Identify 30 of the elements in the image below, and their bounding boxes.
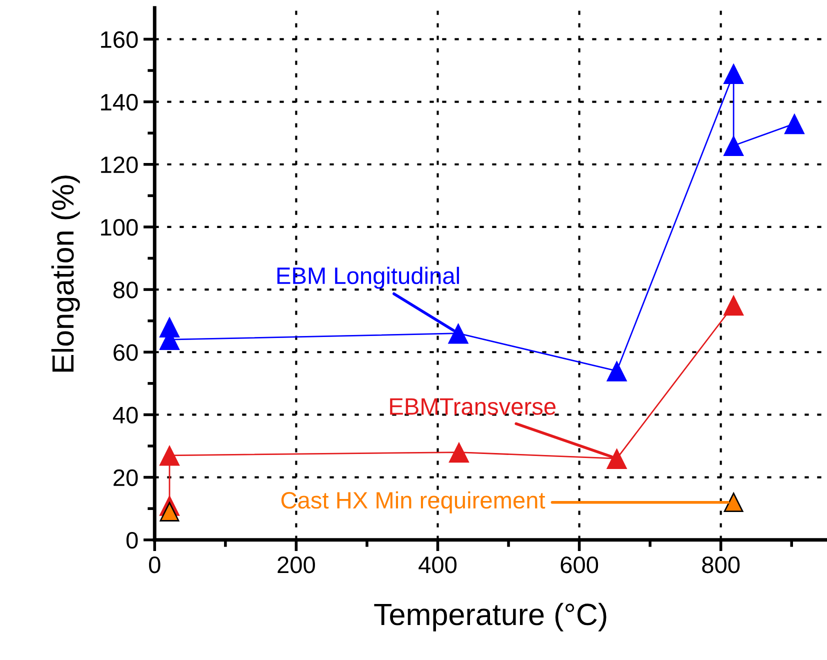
- x-tick-label: 800: [702, 556, 740, 574]
- x-tick-label: 0: [149, 556, 160, 574]
- y-tick-label: 40: [112, 406, 138, 424]
- text: Cast HX Min requirement: [281, 491, 546, 514]
- point: [724, 492, 744, 512]
- point: [160, 502, 180, 522]
- point: [723, 294, 744, 316]
- y-axis-title: Elongation (%): [51, 176, 80, 372]
- y-tick-label: 20: [114, 469, 138, 486]
- y-tick-label: 0: [126, 532, 138, 549]
- y-tick-label: 100: [101, 219, 138, 236]
- x-tick-label: 600: [560, 556, 598, 574]
- y-tick-label: 140: [101, 94, 138, 111]
- y-tick-label: 160: [101, 31, 138, 48]
- point: [606, 448, 628, 469]
- point: [723, 63, 744, 84]
- y-tick-label: 80: [113, 282, 138, 298]
- point: [159, 444, 180, 466]
- point: [448, 442, 470, 463]
- y-tick-label: 60: [114, 344, 138, 361]
- point: [448, 322, 469, 344]
- point: [606, 360, 628, 382]
- point: [784, 113, 805, 134]
- x-tick-label: 200: [278, 556, 315, 574]
- point: [723, 135, 744, 156]
- x-tick-label: 400: [418, 556, 457, 574]
- series-label: EBM Longitudinal: [277, 266, 459, 289]
- y-tick-label: 120: [101, 156, 138, 174]
- series-label: EBMTransverse: [390, 398, 556, 415]
- x-axis-title: Temperature (°C): [374, 602, 606, 632]
